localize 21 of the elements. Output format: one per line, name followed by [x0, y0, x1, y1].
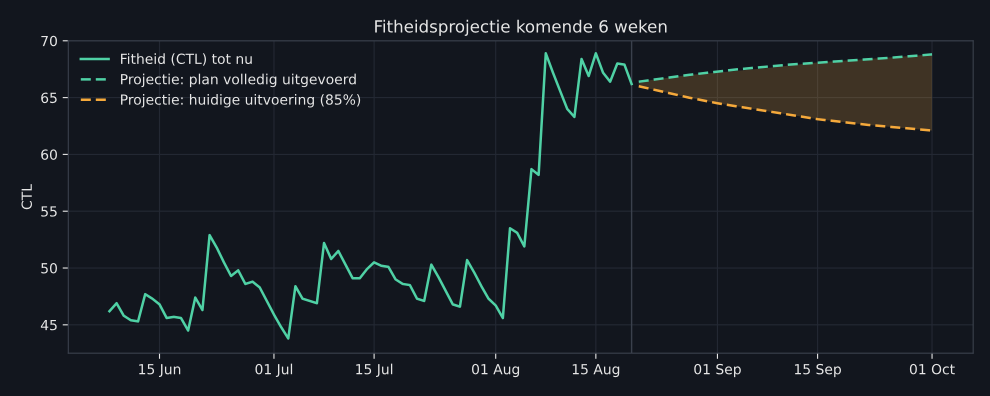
- legend-label: Projectie: huidige uitvoering (85%): [121, 94, 360, 108]
- x-tick-label: 15 Aug: [572, 364, 620, 378]
- y-axis-title: CTL: [21, 184, 32, 210]
- x-tick-label: 15 Jul: [356, 364, 392, 377]
- x-tick-label: 01 Oct: [910, 364, 955, 374]
- chart-title: Fitheidsprojectie komende 6 weken: [375, 20, 666, 36]
- y-tick-label: 50: [41, 262, 57, 274]
- y-tick-label: 65: [41, 92, 57, 104]
- y-tick-label: 70: [41, 36, 57, 46]
- y-tick-label: 45: [40, 320, 57, 330]
- x-tick-label: 01 Jul: [255, 364, 292, 377]
- line-series: [638, 53, 934, 83]
- y-tick-label: 60: [41, 149, 57, 160]
- legend-label: Projectie: plan volledig uitgevoerd: [121, 74, 356, 88]
- line-series: [108, 52, 633, 340]
- x-tick-label: 01 Sep: [694, 364, 741, 378]
- legend-label: Fitheid (CTL) tot nu: [121, 53, 252, 66]
- x-tick-label: 15 Sep: [794, 364, 841, 378]
- x-tick-label: 15 Jun: [139, 364, 180, 377]
- y-tick-label: 55: [41, 206, 57, 217]
- x-tick-label: 01 Aug: [472, 364, 520, 378]
